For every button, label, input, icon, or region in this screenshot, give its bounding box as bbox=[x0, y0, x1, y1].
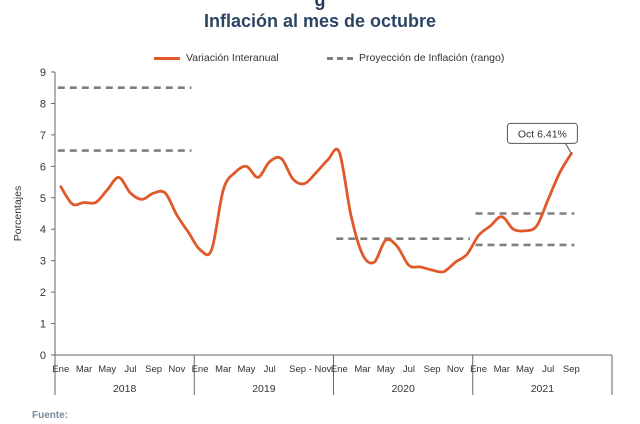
chart-title: Inflación al mes de octubre bbox=[203, 11, 437, 31]
y-axis-title: Porcentajes bbox=[12, 186, 24, 241]
legend-swatch-solid bbox=[154, 56, 180, 60]
x-tick-label: Ene bbox=[52, 364, 69, 375]
legend-label-variacion: Variación Interanual bbox=[186, 52, 279, 64]
annotation-leader bbox=[564, 143, 572, 154]
y-tick-label: 1 bbox=[40, 319, 46, 331]
x-tick-label: Ene bbox=[192, 364, 209, 375]
x-tick-label: Jul bbox=[403, 364, 415, 375]
year-label: 2021 bbox=[531, 383, 555, 395]
x-tick-label: Sep bbox=[424, 364, 441, 375]
x-tick-label: May bbox=[98, 364, 116, 375]
x-tick-label: Jul bbox=[124, 364, 136, 375]
x-tick-label: Nov bbox=[168, 364, 185, 375]
legend-label-proyeccion: Proyección de Inflación (rango) bbox=[359, 52, 505, 64]
y-tick-label: 2 bbox=[40, 287, 46, 299]
annotation-box bbox=[506, 122, 578, 144]
x-tick-label: May bbox=[237, 364, 255, 375]
x-tick-label: Jul bbox=[542, 364, 554, 375]
x-tick-label: Mar bbox=[215, 364, 231, 375]
y-tick-label: 0 bbox=[40, 350, 46, 362]
y-tick-label: 7 bbox=[40, 130, 46, 142]
y-tick-label: 8 bbox=[40, 98, 46, 110]
x-tick-label: May bbox=[377, 364, 395, 375]
source-label: Fuente: bbox=[32, 410, 69, 421]
x-tick-label: Sep - Nov bbox=[289, 364, 331, 375]
legend-item-proyeccion: Proyección de Inflación (rango) bbox=[327, 52, 504, 64]
annotation-label: Oct 6.41% bbox=[518, 128, 567, 140]
y-tick-label: 5 bbox=[40, 193, 46, 205]
y-tick-label: 6 bbox=[40, 161, 46, 173]
x-tick-label: Ene bbox=[470, 364, 487, 375]
y-tick-label: 3 bbox=[40, 256, 46, 268]
x-tick-label: Nov bbox=[447, 364, 464, 375]
x-tick-label: Mar bbox=[354, 364, 370, 375]
x-tick-label: Sep bbox=[563, 364, 580, 375]
y-tick-label: 4 bbox=[40, 224, 46, 236]
year-label: 2019 bbox=[252, 383, 276, 395]
inflation-series-line bbox=[59, 147, 573, 274]
year-label: 2020 bbox=[391, 383, 415, 395]
x-tick-label: May bbox=[516, 364, 534, 375]
x-tick-label: Jul bbox=[264, 364, 276, 375]
y-tick-label: 9 bbox=[40, 67, 46, 79]
x-tick-label: Mar bbox=[76, 364, 92, 375]
x-tick-label: Ene bbox=[331, 364, 348, 375]
legend: Variación Interanual Proyección de Infla… bbox=[0, 52, 640, 68]
x-tick-label: Sep bbox=[145, 364, 162, 375]
legend-swatch-dashed bbox=[327, 56, 353, 60]
legend-item-variacion: Variación Interanual bbox=[154, 52, 279, 64]
x-tick-label: Mar bbox=[494, 364, 510, 375]
year-label: 2018 bbox=[113, 383, 137, 395]
